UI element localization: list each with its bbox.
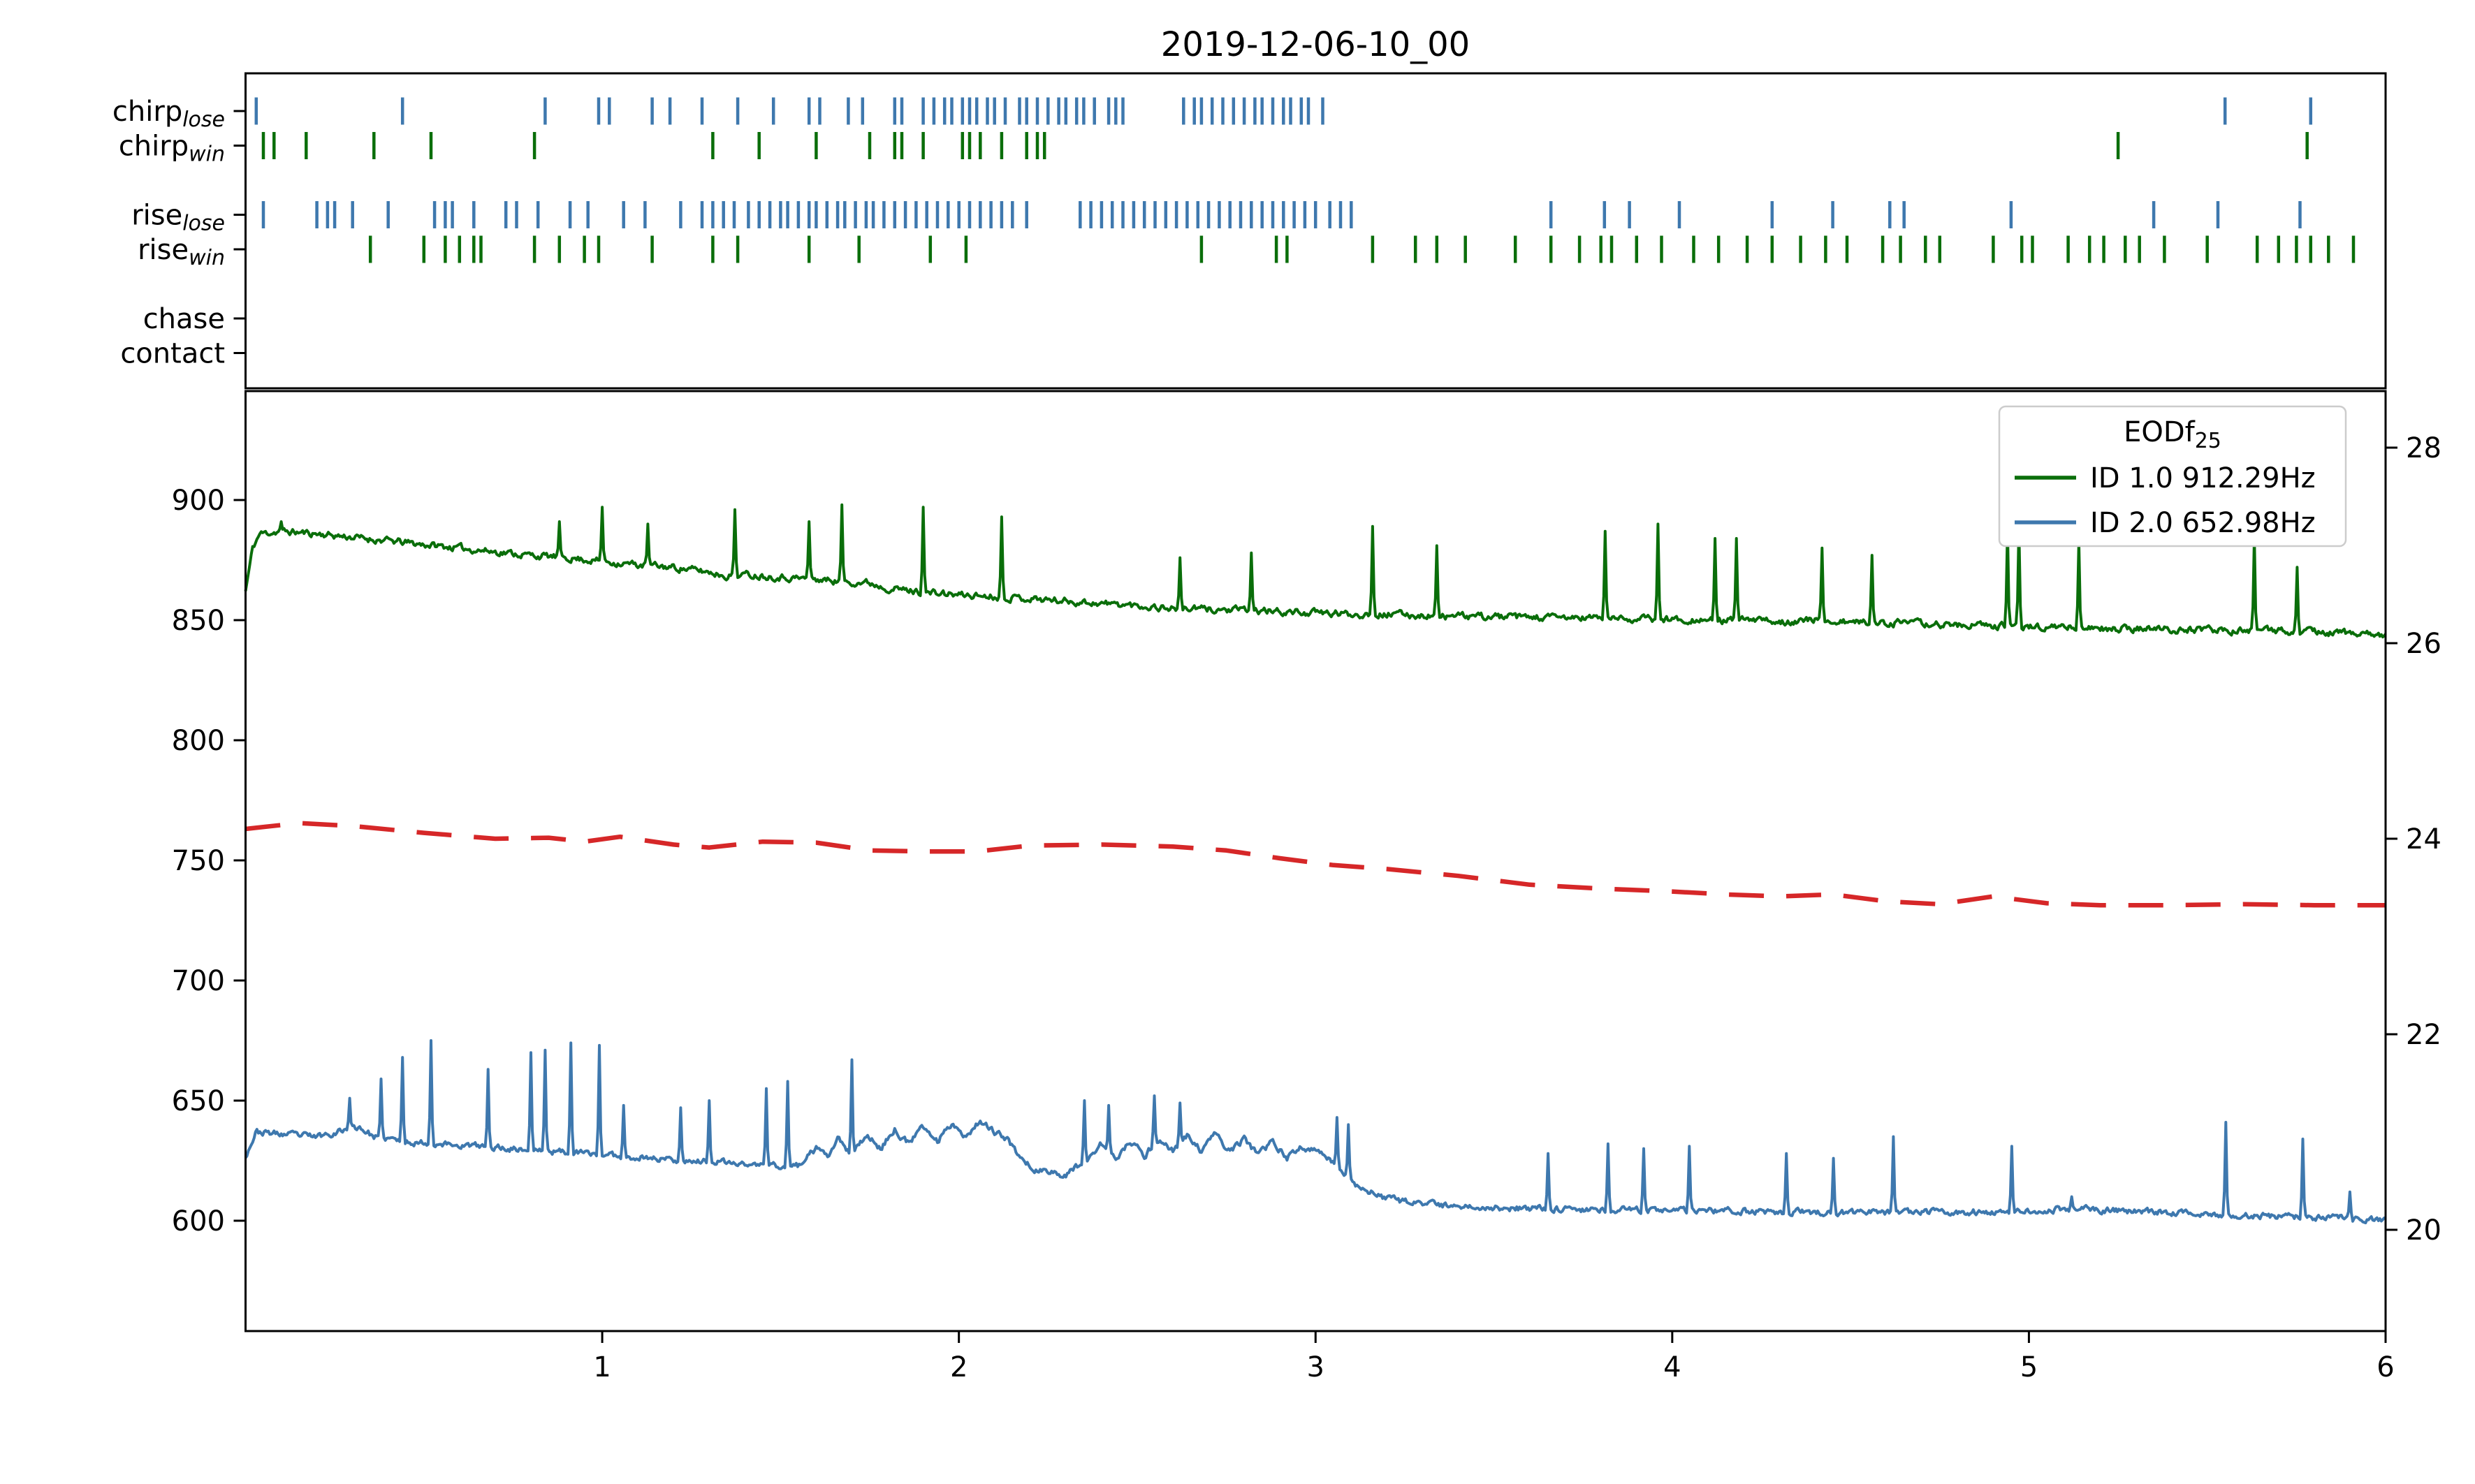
x-tick-label: 5 <box>2020 1351 2038 1383</box>
series-id-2-0-652-98hz <box>244 1039 2386 1225</box>
x-tick-label: 2 <box>950 1351 968 1383</box>
raster-row-marks-chirp-win <box>261 132 2309 159</box>
right-y-tick-label: 20 <box>2406 1214 2441 1247</box>
x-tick-label: 1 <box>593 1351 611 1383</box>
right-y-tick-label: 26 <box>2406 628 2441 660</box>
left-y-tick-label: 700 <box>172 965 225 997</box>
right-y-tick-label: 24 <box>2406 823 2441 855</box>
left-y-tick-label: 750 <box>172 845 225 877</box>
eodf-subplot: 600 650 700 750 800 850 900 20 22 24 26 28 1 2 3 4 5 6 <box>172 390 2441 1383</box>
raster-row-label-chase: chase <box>143 303 225 335</box>
series-id-1-0-912-29hz <box>244 503 2387 639</box>
raster-frame <box>244 72 2387 390</box>
raster-row-label-rise-win: risewin <box>138 234 225 270</box>
left-y-tick-label: 850 <box>172 605 225 637</box>
legend-label-1: ID 1.0 912.29Hz <box>2090 462 2316 494</box>
series-temperature <box>245 821 2386 908</box>
raster-row-label-rise-lose: riselose <box>131 200 225 236</box>
raster-row-label-contact: contact <box>120 338 225 370</box>
right-y-tick-label: 28 <box>2406 432 2441 464</box>
right-y-tick-label: 22 <box>2406 1019 2441 1051</box>
legend-label-2: ID 2.0 652.98Hz <box>2090 507 2316 539</box>
left-y-tick-label: 800 <box>172 725 225 757</box>
x-tick-label: 3 <box>1307 1351 1324 1383</box>
legend: EODf25 ID 1.0 912.29Hz ID 2.0 652.98Hz <box>1998 405 2347 548</box>
left-y-tick-label: 650 <box>172 1085 225 1117</box>
legend-box <box>1998 405 2347 548</box>
left-y-tick-label: 600 <box>172 1205 225 1237</box>
x-tick-label: 6 <box>2377 1351 2394 1383</box>
raster-row-marks-chirp-lose <box>254 97 2313 125</box>
raster-row-label-chirp-win: chirpwin <box>119 131 225 167</box>
left-y-tick-label: 900 <box>172 485 225 517</box>
x-tick-label: 4 <box>1663 1351 1681 1383</box>
plot-title: 2019-12-06-10_00 <box>1161 25 1470 64</box>
legend-title: EODf25 <box>2124 416 2221 453</box>
raster-row-marks-rise-win <box>368 235 2356 263</box>
raster-row-label-chirp-lose: chirplose <box>112 96 225 132</box>
raster-row-marks-rise-lose <box>261 201 2302 228</box>
eodf-frame <box>244 390 2387 1332</box>
